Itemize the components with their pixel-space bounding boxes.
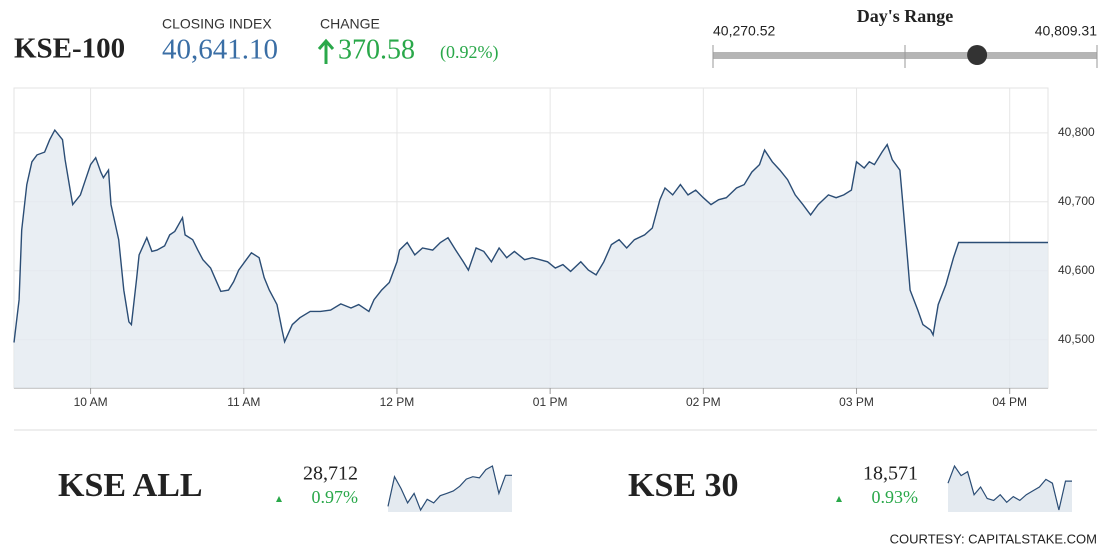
range-dot bbox=[967, 45, 988, 65]
range-title: Day's Range bbox=[857, 6, 954, 26]
x-tick-label: 01 PM bbox=[533, 395, 568, 409]
y-tick-label: 40,800 bbox=[1058, 125, 1095, 139]
closing-label: CLOSING INDEX bbox=[162, 16, 272, 32]
index-value: 28,712 bbox=[303, 463, 358, 485]
up-arrow bbox=[317, 38, 335, 64]
y-tick-label: 40,700 bbox=[1058, 194, 1095, 208]
area bbox=[14, 130, 1048, 388]
index-name: KSE 30 bbox=[628, 467, 739, 504]
up-triangle bbox=[836, 496, 842, 502]
x-tick-label: 02 PM bbox=[686, 395, 721, 409]
up-triangle bbox=[276, 496, 282, 502]
spark-line bbox=[947, 464, 1072, 511]
x-tick-label: 04 PM bbox=[992, 395, 1027, 409]
closing-value: 40,641.10 bbox=[162, 34, 278, 66]
change-value: 370.58 bbox=[338, 34, 415, 65]
y-tick-label: 40,600 bbox=[1058, 263, 1095, 277]
x-tick-label: 10 AM bbox=[74, 395, 108, 409]
index-name: KSE ALL bbox=[58, 467, 203, 504]
change-percent: (0.92%) bbox=[440, 42, 498, 63]
spark-area bbox=[948, 466, 1072, 512]
range-low: 40,270.52 bbox=[713, 23, 775, 39]
x-tick-label: 11 AM bbox=[227, 395, 260, 409]
index-change: 0.97% bbox=[312, 487, 359, 507]
range-high: 40,809.31 bbox=[1035, 23, 1097, 39]
x-tick-label: 03 PM bbox=[839, 395, 874, 409]
index-title: KSE-100 bbox=[14, 33, 125, 65]
spark-area bbox=[388, 466, 512, 512]
line bbox=[13, 128, 1048, 345]
courtesy: COURTESY: CAPITALSTAKE.COM bbox=[890, 531, 1097, 546]
x-tick-label: 12 PM bbox=[380, 395, 415, 409]
y-tick-label: 40,500 bbox=[1058, 332, 1095, 346]
index-value: 18,571 bbox=[863, 463, 918, 485]
spark-line bbox=[387, 465, 512, 512]
index-change: 0.93% bbox=[872, 487, 919, 507]
change-label: CHANGE bbox=[320, 16, 380, 32]
